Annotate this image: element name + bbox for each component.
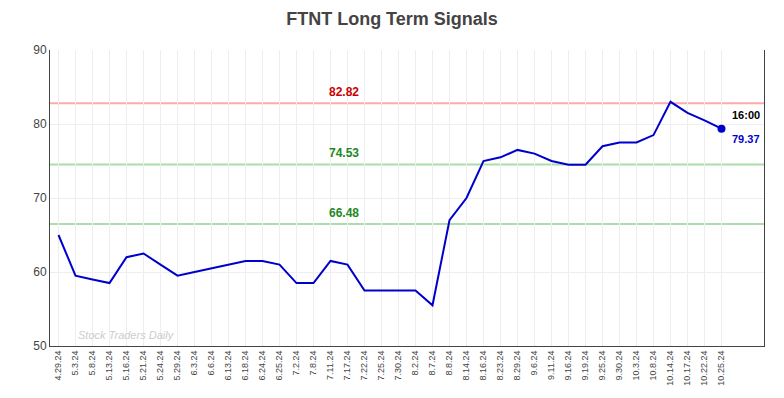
svg-text:9.16.24: 9.16.24 — [563, 351, 573, 381]
svg-text:9.11.24: 9.11.24 — [546, 351, 556, 380]
svg-text:7.2.24: 7.2.24 — [291, 351, 301, 376]
svg-text:5.21.24: 5.21.24 — [138, 351, 148, 381]
svg-text:10.17.24: 10.17.24 — [682, 351, 692, 386]
svg-text:4.29.24: 4.29.24 — [53, 351, 63, 381]
svg-text:6.6.24: 6.6.24 — [206, 351, 216, 376]
svg-text:8.2.24: 8.2.24 — [410, 351, 420, 376]
svg-text:6.18.24: 6.18.24 — [240, 351, 250, 381]
svg-text:10.8.24: 10.8.24 — [648, 351, 658, 381]
svg-text:10.3.24: 10.3.24 — [631, 351, 641, 381]
svg-text:74.53: 74.53 — [329, 146, 359, 160]
svg-text:9.30.24: 9.30.24 — [614, 351, 624, 381]
svg-text:7.8.24: 7.8.24 — [308, 351, 318, 376]
svg-text:82.82: 82.82 — [329, 85, 359, 99]
svg-text:9.6.24: 9.6.24 — [529, 351, 539, 376]
svg-text:5.24.24: 5.24.24 — [155, 351, 165, 381]
svg-text:8.29.24: 8.29.24 — [512, 351, 522, 381]
svg-text:9.25.24: 9.25.24 — [597, 351, 607, 381]
svg-text:FTNT Long Term Signals: FTNT Long Term Signals — [286, 9, 498, 29]
svg-text:79.37: 79.37 — [732, 133, 760, 145]
svg-text:6.13.24: 6.13.24 — [223, 351, 233, 381]
svg-text:5.8.24: 5.8.24 — [87, 351, 97, 376]
svg-text:5.16.24: 5.16.24 — [121, 351, 131, 381]
svg-text:6.25.24: 6.25.24 — [274, 351, 284, 381]
svg-text:6.3.24: 6.3.24 — [189, 351, 199, 376]
svg-text:8.16.24: 8.16.24 — [478, 351, 488, 381]
svg-text:9.19.24: 9.19.24 — [580, 351, 590, 381]
svg-text:50: 50 — [33, 339, 47, 353]
svg-text:8.23.24: 8.23.24 — [495, 351, 505, 381]
svg-text:16:00: 16:00 — [732, 109, 760, 121]
svg-text:8.7.24: 8.7.24 — [427, 351, 437, 376]
svg-text:5.13.24: 5.13.24 — [104, 351, 114, 381]
svg-text:5.3.24: 5.3.24 — [70, 351, 80, 376]
svg-text:10.14.24: 10.14.24 — [665, 351, 675, 386]
svg-text:8.14.24: 8.14.24 — [461, 351, 471, 381]
svg-text:6.24.24: 6.24.24 — [257, 351, 267, 381]
svg-text:90: 90 — [33, 43, 47, 57]
svg-text:7.17.24: 7.17.24 — [342, 351, 352, 381]
svg-text:8.8.24: 8.8.24 — [444, 351, 454, 376]
svg-text:66.48: 66.48 — [329, 206, 359, 220]
svg-text:5.29.24: 5.29.24 — [172, 351, 182, 381]
svg-text:7.30.24: 7.30.24 — [393, 351, 403, 381]
svg-text:60: 60 — [33, 265, 47, 279]
svg-text:7.11.24: 7.11.24 — [325, 351, 335, 380]
svg-text:10.25.24: 10.25.24 — [716, 351, 726, 386]
svg-text:10.22.24: 10.22.24 — [699, 351, 709, 386]
svg-text:7.25.24: 7.25.24 — [376, 351, 386, 381]
svg-text:70: 70 — [33, 191, 47, 205]
svg-text:Stock Traders Daily: Stock Traders Daily — [78, 329, 175, 341]
svg-text:7.22.24: 7.22.24 — [359, 351, 369, 381]
svg-text:80: 80 — [33, 117, 47, 131]
